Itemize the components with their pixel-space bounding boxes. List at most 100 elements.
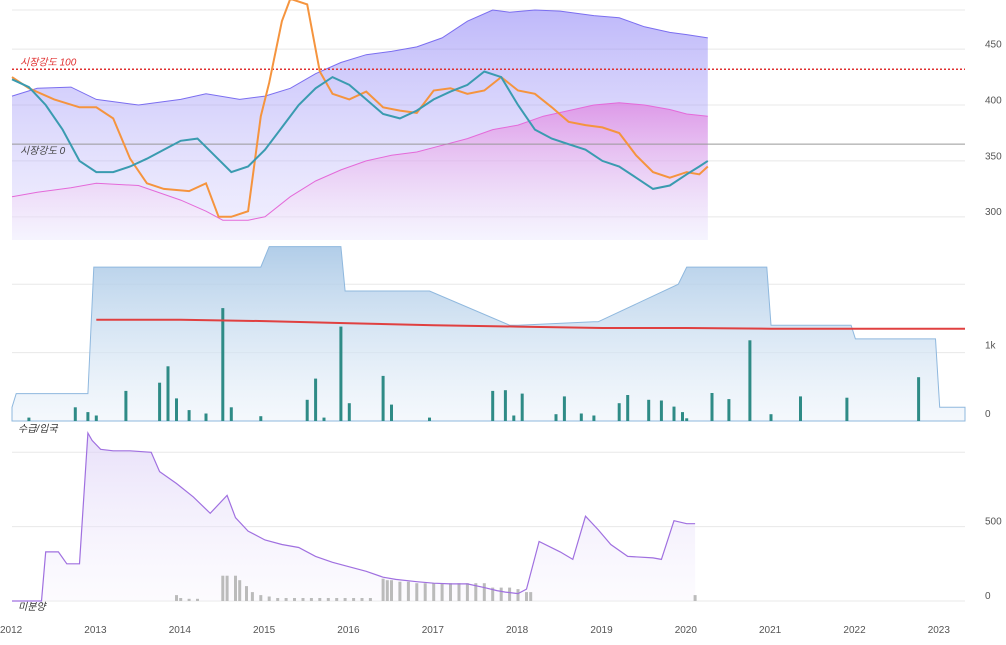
teal-bar bbox=[710, 393, 714, 421]
x-tick-label: 2021 bbox=[759, 625, 782, 636]
y-tick-label: 300 bbox=[985, 207, 1002, 218]
x-tick-label: 2016 bbox=[337, 625, 360, 636]
series-line-red bbox=[96, 318, 965, 330]
gray-bar bbox=[508, 587, 512, 601]
gray-bar bbox=[381, 578, 385, 601]
x-tick-label: 2020 bbox=[675, 625, 698, 636]
gray-bar bbox=[221, 575, 225, 601]
gray-bar bbox=[293, 598, 296, 601]
annotation-strength-0: 시장강도 0 bbox=[20, 145, 66, 157]
y-tick-label: 450 bbox=[985, 40, 1002, 51]
teal-bar bbox=[158, 382, 162, 421]
bar-series-teal bbox=[27, 308, 921, 421]
x-axis: 2012 2013 2014 2015 2016 2017 2018 2019 … bbox=[0, 625, 950, 636]
teal-bar bbox=[626, 395, 630, 421]
teal-bar bbox=[428, 417, 431, 421]
gray-bar bbox=[245, 586, 248, 601]
panel-supply: 수급/입국 bbox=[11, 246, 966, 435]
panel-label-unsold: 미분양 bbox=[18, 601, 47, 613]
gray-bar bbox=[284, 598, 288, 601]
gray-bar bbox=[360, 598, 364, 601]
y-axis-middle: 0 1k bbox=[985, 340, 997, 419]
teal-bar bbox=[166, 366, 170, 421]
x-tick-label: 2012 bbox=[0, 625, 23, 636]
teal-bar bbox=[512, 415, 516, 421]
gray-bar bbox=[525, 592, 528, 601]
x-tick-label: 2019 bbox=[590, 625, 613, 636]
panel-unsold: 미분양 bbox=[12, 430, 697, 613]
annotation-strength-100: 시장강도 100 bbox=[20, 56, 77, 68]
gray-bar bbox=[250, 592, 254, 601]
lower-band-line bbox=[11, 102, 708, 221]
gray-bar bbox=[465, 583, 469, 601]
gray-bar bbox=[238, 580, 242, 601]
teal-bar bbox=[647, 399, 651, 421]
teal-bar bbox=[727, 399, 731, 421]
gray-bar bbox=[343, 598, 347, 601]
teal-bar bbox=[579, 413, 583, 421]
teal-bar bbox=[491, 390, 495, 421]
gray-bar bbox=[423, 583, 427, 601]
panel-market-strength: 시장강도 100 시장강도 0 bbox=[11, 0, 965, 240]
gray-bar bbox=[175, 595, 178, 601]
y-axis-bottom: 0 500 bbox=[985, 517, 1002, 602]
gray-bar bbox=[352, 598, 356, 601]
gray-bar bbox=[276, 598, 280, 601]
teal-bar bbox=[124, 390, 128, 421]
gray-bar bbox=[318, 598, 322, 601]
teal-bar bbox=[259, 416, 263, 421]
teal-bar bbox=[73, 407, 77, 421]
series-line-orange bbox=[11, 0, 709, 218]
gray-bar bbox=[309, 598, 313, 601]
gray-bar bbox=[440, 583, 444, 601]
y-tick-label: 0 bbox=[985, 409, 991, 420]
teal-bar bbox=[769, 414, 773, 421]
gray-bar bbox=[179, 598, 183, 601]
upper-band-line bbox=[11, 9, 708, 106]
teal-bar bbox=[520, 393, 524, 421]
unsold-line bbox=[12, 430, 696, 602]
gray-bar bbox=[368, 598, 372, 601]
gray-bar bbox=[326, 598, 330, 601]
gray-bar bbox=[335, 598, 339, 601]
teal-bar bbox=[845, 397, 849, 421]
y-tick-label: 350 bbox=[985, 151, 1002, 162]
teal-bar bbox=[347, 403, 351, 421]
teal-bar bbox=[322, 417, 326, 421]
teal-bar bbox=[390, 404, 393, 421]
x-tick-label: 2018 bbox=[506, 625, 529, 636]
unsold-area bbox=[12, 433, 696, 601]
gray-bar bbox=[259, 595, 263, 601]
y-tick-label: 400 bbox=[985, 95, 1002, 106]
gray-bar bbox=[449, 583, 452, 601]
x-tick-label: 2014 bbox=[169, 625, 192, 636]
gray-bar bbox=[390, 580, 393, 601]
teal-bar bbox=[592, 415, 596, 421]
series-line-teal bbox=[11, 70, 709, 190]
gray-bar bbox=[474, 583, 478, 601]
x-tick-label: 2015 bbox=[253, 625, 276, 636]
teal-bar bbox=[381, 375, 385, 421]
panel-label-supply: 수급/입국 bbox=[18, 423, 58, 435]
y-axis-top: 300 350 400 450 bbox=[985, 40, 1002, 219]
teal-bar bbox=[659, 400, 663, 421]
gray-bar bbox=[301, 598, 305, 601]
teal-bar bbox=[672, 406, 676, 421]
teal-bar bbox=[204, 413, 208, 421]
teal-bar bbox=[187, 410, 191, 421]
step-area bbox=[11, 246, 966, 422]
gray-bar bbox=[499, 587, 503, 601]
teal-bar bbox=[229, 407, 233, 421]
gray-bar bbox=[482, 583, 486, 601]
x-tick-label: 2023 bbox=[928, 625, 951, 636]
gray-bar bbox=[187, 598, 191, 601]
teal-bar bbox=[86, 412, 90, 421]
teal-bar bbox=[503, 390, 507, 421]
teal-bar bbox=[799, 396, 802, 421]
x-tick-label: 2017 bbox=[422, 625, 445, 636]
y-tick-label: 1k bbox=[985, 340, 997, 351]
gray-bar bbox=[225, 575, 229, 601]
gray-bar bbox=[267, 596, 271, 601]
gray-bar bbox=[415, 583, 419, 601]
